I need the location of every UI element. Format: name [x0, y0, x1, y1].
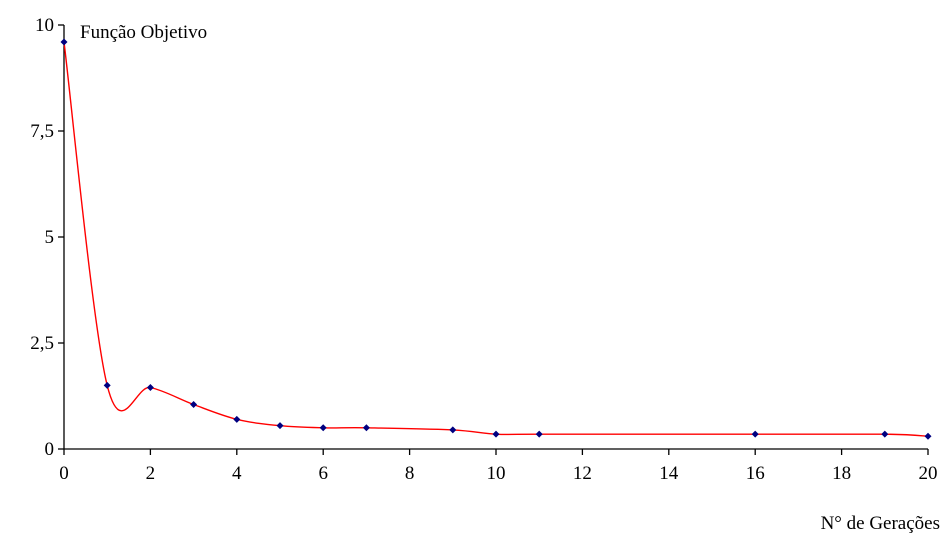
x-tick-label: 20 — [919, 463, 938, 484]
x-tick-label: 12 — [573, 463, 592, 484]
data-point — [924, 432, 932, 440]
y-tick-label: 10 — [35, 15, 54, 36]
y-axis-title: Função Objetivo — [80, 22, 207, 43]
y-tick-label: 0 — [45, 439, 55, 460]
tick-marks — [58, 24, 929, 455]
data-point — [146, 384, 154, 392]
tick-labels: 0 2,5 5 7,5 10 0 2 4 6 8 10 12 14 16 18 20 — [30, 15, 937, 484]
data-point — [751, 430, 759, 438]
data-point — [319, 424, 327, 432]
x-tick-label: 6 — [318, 463, 328, 484]
x-tick-label: 14 — [659, 463, 679, 484]
x-tick-label: 16 — [746, 463, 765, 484]
x-tick-label: 18 — [832, 463, 851, 484]
data-point — [881, 430, 889, 438]
y-tick-label: 5 — [45, 227, 55, 248]
x-tick-label: 8 — [405, 463, 415, 484]
y-tick-label: 2,5 — [30, 333, 54, 354]
series-line — [63, 41, 929, 437]
data-point — [535, 430, 543, 438]
data-point — [362, 424, 370, 432]
data-point — [233, 415, 241, 423]
data-point — [449, 426, 457, 434]
data-point — [190, 400, 198, 408]
y-tick-label: 7,5 — [30, 121, 54, 142]
x-tick-label: 4 — [232, 463, 242, 484]
axes — [63, 25, 928, 450]
x-tick-label: 2 — [146, 463, 156, 484]
data-point — [276, 422, 284, 430]
data-point — [60, 38, 68, 46]
x-tick-label: 0 — [59, 463, 69, 484]
data-point — [492, 430, 500, 438]
x-tick-label: 10 — [487, 463, 506, 484]
data-point — [103, 381, 111, 389]
series-markers — [60, 38, 932, 440]
x-axis-title: N° de Gerações — [821, 513, 940, 534]
